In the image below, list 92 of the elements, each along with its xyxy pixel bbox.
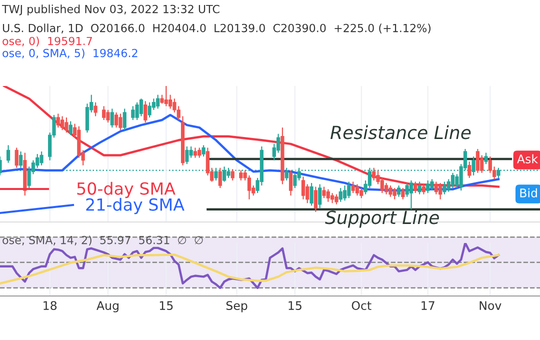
annotation: Bid bbox=[520, 188, 537, 198]
candlestick bbox=[193, 147, 198, 158]
candlestick bbox=[135, 102, 139, 121]
legend-label: 21-day SMA bbox=[86, 198, 184, 214]
candlestick bbox=[247, 174, 252, 200]
candlestick bbox=[422, 184, 426, 195]
candlestick bbox=[338, 187, 342, 202]
candlestick bbox=[68, 120, 72, 136]
candlestick bbox=[330, 192, 334, 204]
candlestick bbox=[380, 177, 384, 194]
candlestick bbox=[40, 150, 44, 166]
x-tick-label: 17 bbox=[422, 301, 434, 310]
candlestick bbox=[131, 106, 135, 121]
candlestick bbox=[6, 144, 10, 164]
x-tick-label: 18 bbox=[44, 301, 57, 310]
candlestick bbox=[122, 108, 126, 131]
candlestick bbox=[434, 181, 438, 195]
series-label: Support Line bbox=[325, 210, 439, 228]
candlestick bbox=[401, 187, 405, 200]
candlestick bbox=[276, 133, 280, 154]
candlestick bbox=[139, 98, 144, 117]
candlestick bbox=[288, 170, 293, 196]
candlestick bbox=[414, 181, 418, 194]
x-tick-label: Nov bbox=[480, 301, 502, 310]
candlestick bbox=[342, 184, 347, 202]
candlestick bbox=[185, 146, 189, 165]
candlestick bbox=[56, 113, 60, 128]
candlestick bbox=[110, 108, 114, 128]
candlestick bbox=[106, 109, 110, 124]
candlestick bbox=[148, 102, 152, 118]
legend-label: 50-day SMA bbox=[77, 182, 176, 198]
candlestick bbox=[351, 181, 355, 194]
x-tick-label: Aug bbox=[96, 301, 118, 312]
candlestick bbox=[318, 184, 322, 209]
candlestick bbox=[392, 187, 396, 200]
candlestick bbox=[372, 167, 376, 181]
candlestick bbox=[198, 147, 202, 158]
candlestick bbox=[468, 161, 472, 178]
candlestick bbox=[334, 194, 338, 205]
candlestick bbox=[293, 172, 297, 189]
candlestick bbox=[60, 116, 64, 131]
text: U.S. Dollar, 1D O20166.0 H20404.0 L20139.0 C20390.0 +225.0 (+1.12%) bbox=[2, 24, 431, 34]
candlestick bbox=[189, 146, 193, 158]
text: ose, 0) 19591.7 bbox=[2, 36, 92, 47]
candlestick bbox=[355, 184, 360, 196]
annotation: ose, SMA, 14, 2) 55.97 56.31 ∅ ∅ bbox=[2, 236, 203, 246]
candlestick bbox=[388, 184, 392, 198]
candlestick bbox=[384, 182, 388, 195]
series-label: Resistance Line bbox=[330, 125, 471, 140]
x-tick-label: 15 bbox=[288, 301, 302, 310]
candlestick bbox=[396, 184, 401, 198]
x-tick-label: Sep bbox=[226, 301, 248, 312]
candlestick bbox=[156, 94, 160, 110]
candlestick bbox=[418, 181, 422, 195]
candlestick bbox=[484, 152, 488, 165]
candlestick bbox=[426, 180, 430, 194]
candlestick bbox=[144, 100, 148, 124]
x-tick-label: Oct bbox=[352, 301, 372, 310]
candlestick bbox=[488, 156, 492, 174]
candlestick bbox=[322, 186, 326, 199]
candlestick bbox=[310, 182, 314, 206]
candlestick bbox=[102, 106, 106, 121]
candlestick bbox=[94, 102, 98, 117]
text: ose, 0, SMA, 5) 19846.2 bbox=[2, 48, 138, 59]
candlestick bbox=[301, 176, 306, 200]
candlestick bbox=[326, 188, 330, 202]
text: TWJ published Nov 03, 2022 13:32 UTC bbox=[2, 4, 220, 16]
candlestick bbox=[480, 154, 484, 174]
x-tick-label: 15 bbox=[160, 301, 173, 310]
candlestick bbox=[168, 94, 172, 110]
candlestick bbox=[164, 86, 168, 107]
candlestick bbox=[230, 168, 234, 181]
candlestick bbox=[442, 181, 446, 195]
candlestick bbox=[239, 170, 243, 181]
candlestick bbox=[430, 178, 434, 192]
candlestick bbox=[202, 144, 206, 158]
candlestick bbox=[218, 167, 222, 189]
candlestick bbox=[360, 187, 364, 199]
candlestick bbox=[347, 181, 351, 199]
candlestick bbox=[64, 116, 68, 134]
candlestick bbox=[214, 167, 218, 181]
candlestick bbox=[476, 148, 480, 174]
candlestick bbox=[114, 112, 118, 128]
candlestick bbox=[450, 172, 455, 189]
candlestick bbox=[118, 113, 122, 131]
annotation: Ask bbox=[517, 154, 538, 164]
candlestick bbox=[14, 147, 18, 168]
candlestick bbox=[438, 182, 442, 200]
candlestick bbox=[409, 180, 414, 210]
candlestick bbox=[314, 186, 318, 212]
candlestick bbox=[18, 150, 23, 168]
candlestick bbox=[85, 103, 90, 134]
